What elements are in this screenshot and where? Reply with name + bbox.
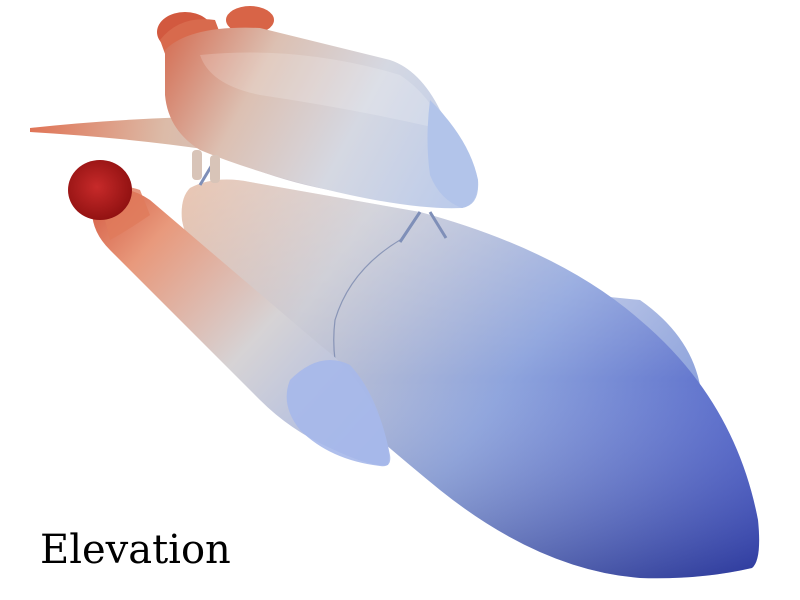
orbiter-fuselage — [165, 27, 479, 209]
booster-nozzle — [68, 160, 132, 220]
caption-label: Elevation — [40, 527, 231, 573]
orbiter-nose — [427, 100, 478, 208]
orbiter-gear — [192, 150, 220, 183]
